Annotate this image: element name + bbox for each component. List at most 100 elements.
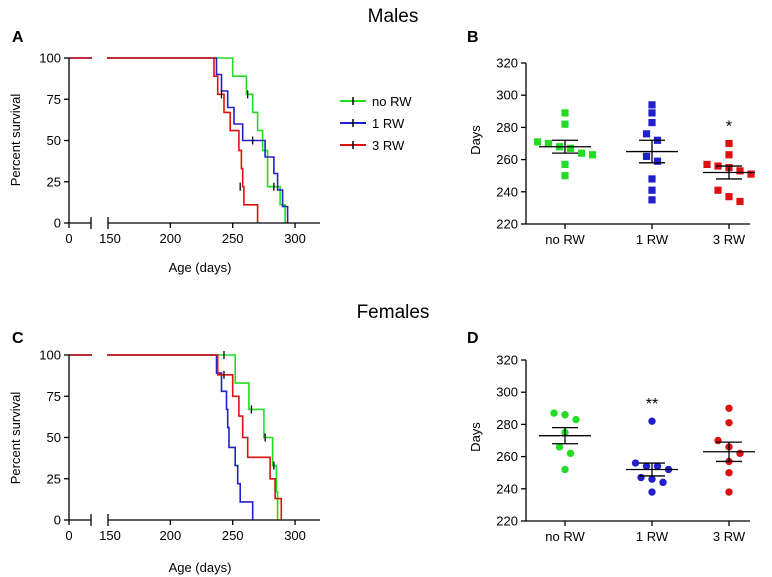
data-point-1-rw — [642, 152, 651, 160]
y-tick-label: 260 — [496, 152, 518, 167]
data-point-1-rw — [648, 475, 656, 483]
data-point-3-rw — [725, 139, 733, 148]
y-tick-label: 25 — [47, 174, 61, 189]
data-point-no-rw — [533, 138, 542, 146]
y-tick-label: 300 — [496, 88, 518, 103]
legend-label-1-rw: 1 RW — [372, 116, 405, 131]
y-tick-label: 75 — [47, 389, 61, 404]
data-point-no-rw — [561, 160, 569, 169]
y-tick-label: 100 — [39, 51, 61, 66]
data-point-no-rw — [561, 172, 569, 180]
x-tick-label: 1 RW — [636, 529, 669, 544]
x-tick-label: 1 RW — [636, 232, 669, 247]
x-axis-title: Age (days) — [169, 260, 232, 275]
data-point-no-rw — [572, 415, 580, 424]
x-tick-label: 300 — [284, 231, 306, 246]
data-point-3-rw — [714, 186, 722, 194]
x-tick-label: 3 RW — [713, 232, 746, 247]
axis-break-gap — [92, 52, 107, 222]
data-point-1-rw — [659, 478, 667, 487]
scatter-plot-females: 220 240 260 280 300 320 no RW 1 RW 3 RW ** Days — [468, 353, 755, 544]
survival-line-3-rw — [69, 354, 283, 520]
y-tick-label: 75 — [47, 92, 61, 107]
scatter-plot-males: 220 240 260 280 300 320 no RW 1 RW 3 RW * Days — [468, 56, 755, 247]
females-section-title: Females — [357, 302, 430, 323]
x-tick-label: 250 — [222, 231, 244, 246]
data-point-3-rw — [725, 193, 733, 201]
x-tick-label: 300 — [284, 528, 306, 543]
data-point-1-rw — [653, 157, 662, 165]
y-tick-label: 0 — [54, 216, 61, 231]
survival-line-no-rw — [69, 57, 286, 223]
y-tick-label: 50 — [47, 133, 61, 148]
data-point-1-rw — [648, 118, 656, 127]
data-point-no-rw — [544, 139, 553, 148]
x-tick-label: no RW — [545, 232, 585, 247]
x-tick-label: 0 — [65, 528, 72, 543]
data-point-3-rw — [725, 419, 733, 427]
x-tick-label: 0 — [65, 231, 72, 246]
data-point-no-rw — [561, 465, 569, 474]
y-tick-label: 260 — [496, 449, 518, 464]
panel-letter-b: B — [467, 29, 479, 46]
survival-plot-females: 0 25 50 75 100 0 150 200 250 300 Age (days) Perce… — [8, 348, 320, 575]
survival-line-1-rw — [69, 57, 289, 223]
data-point-1-rw — [648, 488, 656, 496]
data-point-no-rw — [577, 149, 586, 157]
data-point-1-rw — [648, 175, 656, 183]
x-tick-label: 150 — [99, 231, 121, 246]
survival-line-3-rw — [69, 57, 259, 223]
data-point-3-rw — [736, 167, 744, 175]
data-point-no-rw — [566, 449, 575, 458]
data-point-1-rw — [648, 186, 656, 194]
y-tick-label: 240 — [496, 184, 518, 199]
data-point-3-rw — [736, 449, 744, 458]
x-tick-label: 250 — [222, 528, 244, 543]
data-point-no-rw — [566, 144, 575, 152]
x-axis-title: Age (days) — [169, 560, 232, 575]
y-tick-label: 240 — [496, 481, 518, 496]
legend-label-3-rw: 3 RW — [372, 138, 405, 153]
x-tick-label: 150 — [99, 528, 121, 543]
data-point-1-rw — [642, 462, 651, 470]
y-tick-label: 320 — [496, 353, 518, 368]
x-tick-label: 200 — [160, 528, 182, 543]
data-point-no-rw — [550, 409, 558, 417]
y-tick-label: 220 — [496, 217, 518, 232]
y-tick-label: 220 — [496, 514, 518, 529]
y-axis-title: Percent survival — [8, 392, 23, 485]
data-point-3-rw — [725, 404, 733, 412]
data-point-1-rw — [648, 109, 656, 117]
survival-line-1-rw — [69, 354, 254, 520]
y-tick-label: 0 — [54, 513, 61, 528]
significance-marker: ** — [646, 396, 658, 413]
data-point-1-rw — [637, 473, 645, 482]
panel-letter-a: A — [12, 29, 24, 46]
y-tick-label: 50 — [47, 430, 61, 445]
legend: no RW 1 RW 3 RW — [340, 94, 412, 153]
x-tick-label: 200 — [160, 231, 182, 246]
males-section-title: Males — [368, 6, 419, 27]
data-point-1-rw — [642, 130, 651, 138]
y-tick-label: 280 — [496, 417, 518, 432]
data-point-1-rw — [648, 196, 656, 204]
data-point-no-rw — [561, 120, 569, 128]
data-point-3-rw — [714, 436, 722, 445]
data-point-3-rw — [747, 170, 755, 178]
y-tick-label: 320 — [496, 56, 518, 71]
y-axis-title: Days — [468, 125, 483, 155]
data-point-3-rw — [736, 197, 744, 206]
x-tick-label: no RW — [545, 529, 585, 544]
y-tick-label: 300 — [496, 385, 518, 400]
axis-break-gap — [92, 349, 107, 519]
data-point-3-rw — [725, 488, 733, 496]
y-tick-label: 280 — [496, 120, 518, 135]
y-axis-title: Percent survival — [8, 94, 23, 187]
data-point-1-rw — [648, 417, 656, 425]
data-point-no-rw — [588, 151, 597, 159]
legend-label-no-rw: no RW — [372, 94, 412, 109]
data-point-no-rw — [561, 109, 569, 117]
survival-line-no-rw — [69, 354, 279, 520]
significance-marker: * — [726, 119, 732, 136]
data-point-no-rw — [561, 411, 569, 419]
